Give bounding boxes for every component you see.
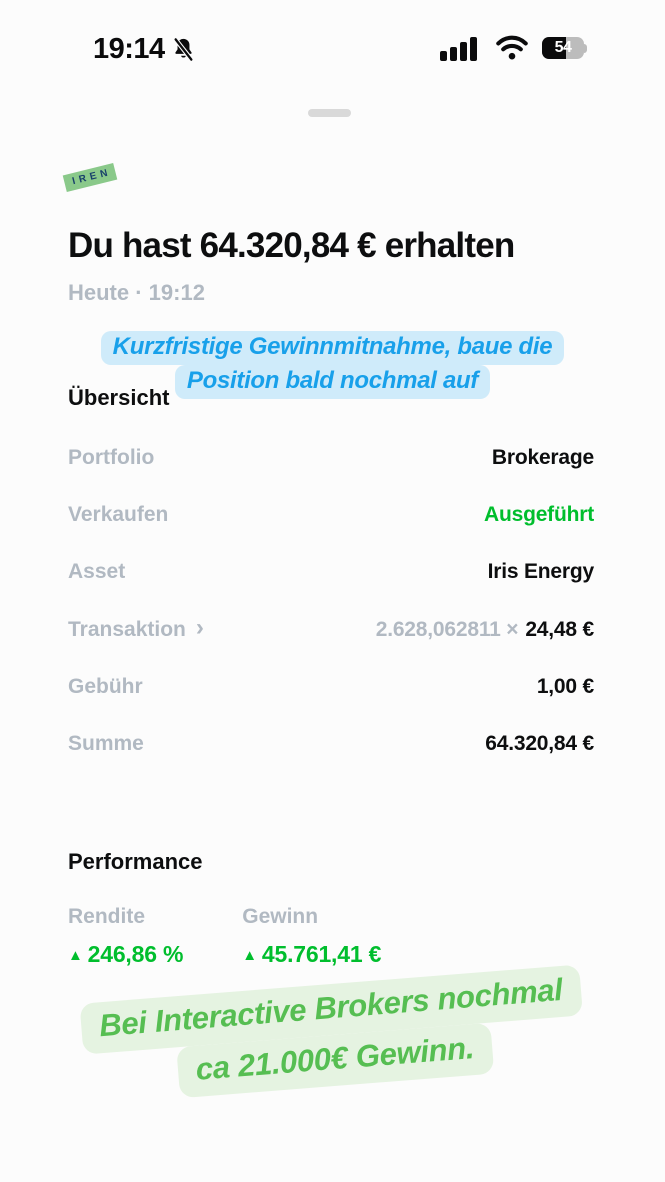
page-title: Du hast 64.320,84 € erhalten bbox=[68, 226, 515, 265]
metric-value-text: 246,86 % bbox=[87, 941, 184, 967]
metric-value: ▲ 246,86 % bbox=[68, 941, 183, 968]
wifi-icon bbox=[496, 35, 528, 60]
overview-heading: Übersicht bbox=[68, 385, 170, 410]
row-value: Brokerage bbox=[491, 445, 594, 469]
row-label: Asset bbox=[68, 560, 126, 584]
metric-label: Rendite bbox=[68, 905, 146, 928]
battery-icon: 54 bbox=[542, 37, 587, 59]
up-triangle-icon: ▲ bbox=[68, 947, 83, 964]
table-row-verkaufen: Verkaufen Ausgeführt bbox=[68, 486, 594, 543]
status-bar: 19:14 54 bbox=[0, 30, 665, 70]
clock: 19:14 bbox=[93, 33, 165, 65]
metric-rendite: Rendite ▲ 246,86 % bbox=[68, 905, 183, 968]
up-triangle-icon: ▲ bbox=[242, 947, 257, 964]
row-value: 2.628,062811 × 24,48 € bbox=[376, 618, 594, 642]
table-row-asset: Asset Iris Energy bbox=[68, 544, 594, 601]
annotation-line: Position bald nochmal auf bbox=[174, 365, 491, 399]
row-label: Verkaufen bbox=[68, 502, 169, 526]
story-annotation-blue: Kurzfristige Gewinnmitnahme, baue die Po… bbox=[0, 331, 665, 399]
asset-ticker-tag: IREN bbox=[62, 162, 118, 193]
table-row-summe: Summe 64.320,84 € bbox=[68, 715, 594, 772]
metric-value-text: 45.761,41 € bbox=[261, 941, 382, 967]
row-label: Summe bbox=[68, 732, 144, 756]
sheet-handle[interactable] bbox=[308, 109, 351, 117]
table-row-transaktion[interactable]: Transaktion › 2.628,062811 × 24,48 € bbox=[68, 601, 594, 658]
performance-metrics: Rendite ▲ 246,86 % Gewinn ▲ 45.761,41 € bbox=[68, 905, 381, 968]
status-badge: Ausgeführt bbox=[484, 502, 594, 526]
row-value: 1,00 € bbox=[536, 674, 594, 698]
story-annotation-green: Bei Interactive Brokers nochmal ca 21.00… bbox=[79, 964, 586, 1106]
row-label: Gebühr bbox=[68, 674, 143, 698]
metric-label: Gewinn bbox=[242, 905, 319, 928]
row-label-text: Transaktion bbox=[68, 617, 186, 641]
share-price: 24,48 € bbox=[525, 617, 594, 641]
row-value: Iris Energy bbox=[487, 560, 595, 584]
battery-percent: 54 bbox=[554, 39, 572, 56]
battery-fill bbox=[542, 37, 567, 59]
metric-gewinn: Gewinn ▲ 45.761,41 € bbox=[242, 905, 381, 968]
table-row-portfolio: Portfolio Brokerage bbox=[68, 429, 594, 486]
share-quantity: 2.628,062811 × bbox=[375, 617, 519, 641]
row-label: Portfolio bbox=[68, 445, 155, 469]
chevron-right-icon: › bbox=[195, 614, 204, 642]
battery-nub bbox=[584, 43, 587, 53]
timestamp: Heute · 19:12 bbox=[68, 280, 205, 305]
notifications-silenced-icon bbox=[173, 37, 194, 62]
table-row-gebuehr: Gebühr 1,00 € bbox=[68, 658, 594, 715]
row-value: 64.320,84 € bbox=[485, 732, 594, 756]
overview-rows: Portfolio Brokerage Verkaufen Ausgeführt… bbox=[68, 429, 594, 773]
performance-heading: Performance bbox=[68, 849, 203, 874]
annotation-line: Kurzfristige Gewinnmitnahme, baue die bbox=[100, 331, 565, 365]
cellular-signal-icon bbox=[440, 35, 482, 61]
status-bar-right: 54 bbox=[440, 35, 587, 61]
metric-value: ▲ 45.761,41 € bbox=[242, 941, 381, 968]
row-label[interactable]: Transaktion › bbox=[68, 616, 204, 643]
